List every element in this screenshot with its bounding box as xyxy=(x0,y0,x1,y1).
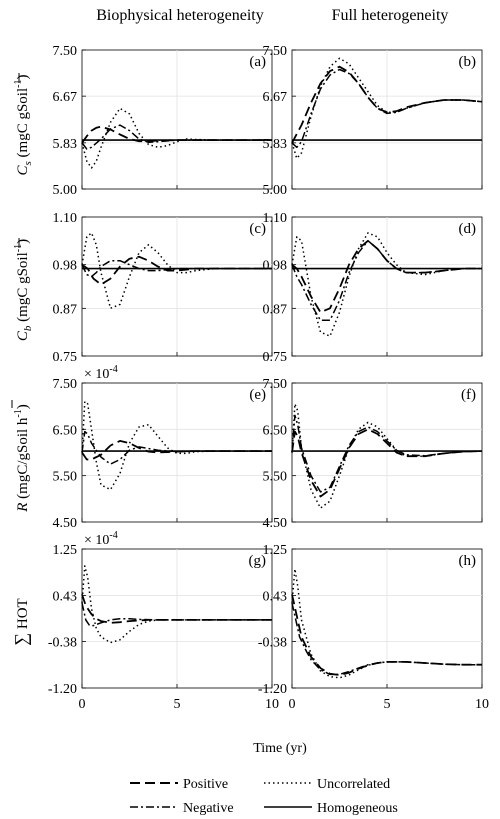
y-tick-label: 0.87 xyxy=(263,302,288,317)
y-tick-label: 0.87 xyxy=(53,302,78,317)
y-tick-label: 4.50 xyxy=(263,516,288,531)
axis-multiplier: × 10-4 xyxy=(84,364,118,382)
y-tick-label: 5.83 xyxy=(263,137,288,152)
y-tick-label: 0.43 xyxy=(263,590,288,605)
series-uncorrelated xyxy=(291,568,482,679)
panel-d: 0.75 0.87 0.98 1.10 (d) xyxy=(263,211,483,365)
y-tick-label: 0.98 xyxy=(263,259,288,274)
y-tick-label: 5.00 xyxy=(53,183,78,198)
series-uncorrelated xyxy=(81,400,272,491)
series-uncorrelated xyxy=(291,57,483,160)
y-axis-label: Cb (mgC gSoil-1) xyxy=(13,239,34,341)
y-axis-label: R (mgC/gSoil h-1) xyxy=(13,404,31,513)
panel-a: 5.00 5.83 6.67 7.50 (a) Cs (mgC gSoil-1) xyxy=(13,44,273,198)
panel-f: 4.50 5.50 6.50 7.50 (f) xyxy=(263,377,483,531)
x-tick-label: 5 xyxy=(384,697,391,712)
y-tick-label: 0.75 xyxy=(263,350,288,365)
y-tick-label: 1.10 xyxy=(263,211,288,226)
column-title-full: Full heterogeneity xyxy=(332,7,449,24)
series-negative xyxy=(81,602,272,627)
panel-label: (g) xyxy=(249,553,267,569)
x-tick-label: 5 xyxy=(174,697,181,712)
y-axis-label: Cs (mgC gSoil-1) xyxy=(13,75,34,176)
series-uncorrelated xyxy=(81,232,272,310)
y-tick-label: -1.20 xyxy=(48,682,77,697)
y-tick-label: 5.50 xyxy=(263,470,288,485)
panel-label: (b) xyxy=(459,54,477,70)
series-positive xyxy=(291,239,482,314)
y-tick-label: 1.25 xyxy=(263,543,288,558)
panel-label: (e) xyxy=(249,387,266,403)
panel-label: (f) xyxy=(461,387,476,403)
panel-g: -1.20 -0.38 0.43 1.25 0 5 10 (g) × 10-4 ∑ HOT xyxy=(11,530,279,712)
y-tick-label: 7.50 xyxy=(53,44,78,59)
legend-label-uncorrelated: Uncorrelated xyxy=(317,777,390,792)
axis-multiplier: × 10-4 xyxy=(84,530,118,548)
panel-e: 4.50 5.50 6.50 7.50 (e) × 10-4 R (mgC/gSoil h-… xyxy=(11,364,273,531)
y-tick-label: 1.10 xyxy=(53,211,78,226)
y-tick-label: -0.38 xyxy=(48,635,77,650)
panel-label: (h) xyxy=(459,553,477,569)
series-uncorrelated xyxy=(291,403,483,509)
series-uncorrelated xyxy=(291,232,482,337)
series-negative xyxy=(81,259,272,278)
y-tick-label: 6.50 xyxy=(263,423,288,438)
y-tick-label: 6.67 xyxy=(263,90,288,105)
panel-label: (d) xyxy=(459,221,477,237)
series-negative xyxy=(291,68,483,149)
x-tick-label: 10 xyxy=(265,697,279,712)
x-axis-label: Time (yr) xyxy=(253,741,307,756)
panel-label: (a) xyxy=(249,54,266,70)
legend-label-positive: Positive xyxy=(183,777,228,792)
legend-label-homogeneous: Homogeneous xyxy=(317,801,398,816)
legend: Positive Uncorrelated Negative Homogeneo… xyxy=(130,777,398,816)
y-tick-label: 7.50 xyxy=(263,44,288,59)
y-tick-label: 5.00 xyxy=(263,183,288,198)
y-tick-label: 0.75 xyxy=(53,350,78,365)
series-positive xyxy=(81,125,272,144)
column-title-biophysical: Biophysical heterogeneity xyxy=(96,7,264,24)
panel-c: 0.75 0.87 0.98 1.10 (c) Cb (mgC gSoil-1) xyxy=(13,211,273,365)
series-uncorrelated xyxy=(81,107,272,169)
y-tick-label: 5.50 xyxy=(53,470,78,485)
panel-label: (c) xyxy=(249,221,266,237)
y-tick-label: 1.25 xyxy=(53,543,78,558)
y-tick-label: 0.43 xyxy=(53,590,78,605)
x-tick-label: 10 xyxy=(475,697,489,712)
legend-label-negative: Negative xyxy=(183,801,234,816)
panel-b: 5.00 5.83 6.67 7.50 (b) xyxy=(263,44,483,198)
y-tick-label: 5.83 xyxy=(53,137,78,152)
series-uncorrelated xyxy=(81,565,272,644)
x-tick-label: 0 xyxy=(289,697,296,712)
panel-h: -1.20 -0.38 0.43 1.25 0 5 10 (h) xyxy=(258,543,489,712)
y-tick-label: -1.20 xyxy=(258,682,287,697)
y-axis-label: ∑ HOT xyxy=(11,598,31,645)
y-tick-label: 4.50 xyxy=(53,516,78,531)
series-negative xyxy=(291,414,483,493)
y-tick-label: 7.50 xyxy=(53,377,78,392)
x-tick-label: 0 xyxy=(79,697,86,712)
series-positive xyxy=(81,255,272,286)
series-negative xyxy=(81,124,272,150)
y-tick-label: 7.50 xyxy=(263,377,288,392)
y-tick-label: 0.98 xyxy=(53,259,78,274)
y-tick-label: -0.38 xyxy=(258,635,287,650)
y-tick-label: 6.50 xyxy=(53,423,78,438)
y-tick-label: 6.67 xyxy=(53,90,78,105)
